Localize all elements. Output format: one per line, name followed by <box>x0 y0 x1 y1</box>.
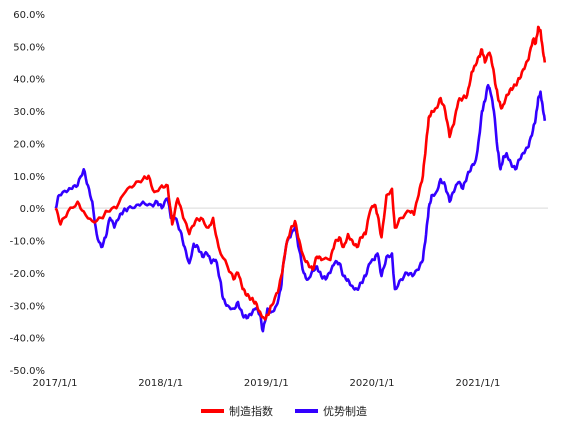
series-line-advantage-manufacturing <box>54 83 547 333</box>
legend-label-manufacturing-index: 制造指数 <box>229 404 273 418</box>
y-tick-label: 0.0% <box>20 204 45 215</box>
legend-label-advantage-manufacturing: 优势制造 <box>323 404 367 418</box>
y-tick-label: 60.0% <box>13 10 45 21</box>
x-tick-label: 2019/1/1 <box>244 378 289 389</box>
y-axis-tick-labels: 60.0% 50.0% 40.0% 30.0% 20.0% 10.0% 0.0% -10.0%… <box>10 10 45 377</box>
x-tick-label: 2021/1/1 <box>455 378 500 389</box>
x-tick-label: 2020/1/1 <box>350 378 395 389</box>
series-layer <box>54 25 547 333</box>
y-tick-label: -40.0% <box>10 334 45 345</box>
y-tick-label: -10.0% <box>10 237 45 248</box>
y-tick-label: 50.0% <box>13 42 45 53</box>
y-tick-label: 20.0% <box>13 139 45 150</box>
y-tick-label: -20.0% <box>10 269 45 280</box>
y-tick-label: 10.0% <box>13 172 45 183</box>
y-tick-label: -30.0% <box>10 301 45 312</box>
y-tick-label: 40.0% <box>13 75 45 86</box>
y-tick-label: -50.0% <box>10 366 45 377</box>
series-line-manufacturing-index <box>54 25 547 321</box>
legend: 制造指数 优势制造 <box>201 404 367 418</box>
y-tick-label: 30.0% <box>13 107 45 118</box>
x-axis-tick-labels: 2017/1/1 2018/1/1 2019/1/1 2020/1/1 2021/1/1 <box>33 378 501 389</box>
x-tick-label: 2017/1/1 <box>33 378 78 389</box>
x-tick-label: 2018/1/1 <box>138 378 183 389</box>
